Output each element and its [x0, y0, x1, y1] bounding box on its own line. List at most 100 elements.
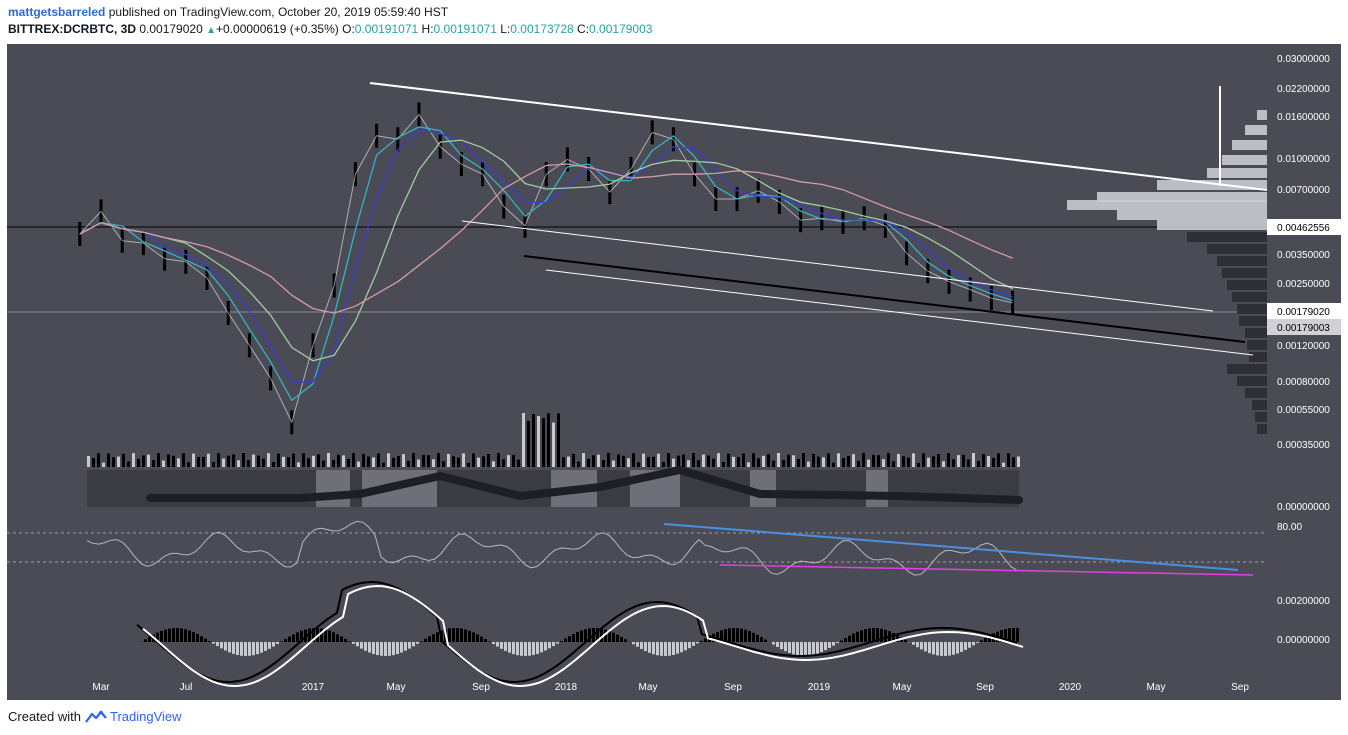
macd-histogram-bar [164, 629, 167, 642]
volume-bar [752, 453, 755, 467]
macd-histogram-bar [532, 642, 535, 656]
macd-histogram-bar [848, 635, 851, 642]
volume-bar [717, 453, 720, 467]
volume-bar [697, 460, 700, 467]
macd-histogram-bar [984, 637, 987, 642]
macd-histogram-bar [916, 642, 919, 648]
symbol-label[interactable]: BITTREX:DCRBTC, 3D [8, 22, 136, 36]
up-triangle-icon: ▲ [206, 25, 216, 36]
volume-bar [322, 460, 325, 467]
price-tick-label: 0.00462556 [1277, 223, 1330, 234]
macd-histogram-bar [564, 638, 567, 642]
volume-bar [397, 456, 400, 467]
volume-bar [127, 461, 130, 467]
volume-bar [662, 461, 665, 467]
publish-line: mattgetsbarreled published on TradingVie… [8, 5, 448, 19]
macd-histogram-bar [788, 642, 791, 653]
volume-bar [242, 453, 245, 467]
time-tick-label: 2018 [555, 682, 578, 693]
chart-panel[interactable] [7, 44, 1341, 700]
macd-histogram-bar [248, 642, 251, 656]
volume-bar [232, 454, 235, 467]
macd-histogram-bar [228, 642, 231, 653]
macd-histogram-bar [796, 642, 799, 656]
volume-bar [202, 456, 205, 467]
macd-histogram-bar [892, 632, 895, 642]
volume-profile-bar [1245, 328, 1267, 338]
macd-histogram-bar [192, 632, 195, 642]
macd-histogram-bar [964, 642, 967, 650]
macd-histogram-bar [200, 636, 203, 642]
volume-bar [997, 453, 1000, 467]
macd-histogram-bar [912, 642, 915, 645]
author-link[interactable]: mattgetsbarreled [8, 5, 106, 19]
macd-histogram-bar [208, 641, 211, 642]
macd-histogram-bar [736, 628, 739, 642]
volume-bar [637, 462, 640, 467]
macd-histogram-bar [880, 628, 883, 642]
macd-histogram-bar [148, 636, 151, 642]
volume-bar [692, 453, 695, 467]
price-tick-label: 0.00000000 [1277, 502, 1330, 513]
volume-bar [152, 459, 155, 467]
macd-histogram-bar [432, 634, 435, 642]
macd-histogram-bar [956, 642, 959, 654]
macd-histogram-bar [268, 642, 271, 649]
macd-histogram-bar [172, 628, 175, 642]
macd-histogram-bar [1000, 630, 1003, 642]
volume-bar [487, 454, 490, 467]
open-value: 0.00191071 [354, 22, 419, 36]
macd-histogram-bar [520, 642, 523, 656]
volume-bar [412, 453, 415, 467]
volume-bar [817, 456, 820, 467]
price-tick-label: 0.02200000 [1277, 84, 1330, 95]
volume-profile-bar [1222, 155, 1267, 165]
macd-histogram-bar [952, 642, 955, 655]
volume-bar [372, 457, 375, 467]
volume-bar [442, 461, 445, 467]
volume-bar [812, 453, 815, 467]
macd-histogram-bar [640, 642, 643, 650]
volume-bar [592, 455, 595, 467]
volume-bar [327, 453, 330, 467]
volume-bar [552, 422, 555, 467]
volume-bar [842, 458, 845, 467]
volume-bar [392, 457, 395, 467]
macd-histogram-bar [624, 639, 627, 642]
volume-bar [502, 459, 505, 467]
macd-histogram-bar [236, 642, 239, 656]
macd-histogram-bar [852, 633, 855, 642]
macd-histogram-bar [904, 639, 907, 642]
volume-bar [992, 457, 995, 467]
volume-bar [722, 461, 725, 467]
volume-profile-bar [1232, 292, 1267, 302]
macd-histogram-bar [688, 642, 691, 649]
volume-bar [987, 456, 990, 467]
macd-histogram-bar [680, 642, 683, 653]
macd-histogram-bar [460, 628, 463, 642]
macd-histogram-bar [496, 642, 499, 647]
macd-histogram-bar [372, 642, 375, 655]
macd-histogram-bar [156, 632, 159, 642]
channel-mid-line [523, 255, 1246, 343]
volume-bar [157, 453, 160, 467]
volume-bar [847, 456, 850, 467]
macd-histogram-bar [568, 636, 571, 642]
macd-histogram-bar [360, 642, 363, 649]
tradingview-brand[interactable]: TradingView [109, 709, 182, 724]
macd-histogram-bar [500, 642, 503, 649]
volume-bar [862, 453, 865, 467]
volume-bar [772, 460, 775, 467]
volume-bar [132, 453, 135, 467]
volume-bar [807, 461, 810, 467]
macd-histogram-bar [616, 634, 619, 642]
macd-histogram-bar [312, 628, 315, 642]
macd-histogram-bar [428, 636, 431, 642]
volume-bar [357, 461, 360, 467]
volume-bar [482, 456, 485, 467]
macd-histogram-bar [244, 642, 247, 656]
macd-histogram-bar [176, 628, 179, 642]
volume-bar [957, 455, 960, 467]
volume-bar [837, 453, 840, 467]
